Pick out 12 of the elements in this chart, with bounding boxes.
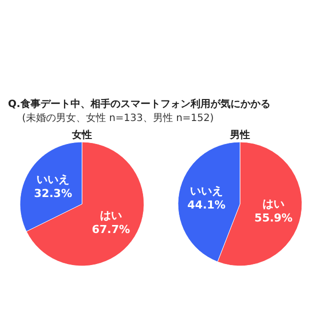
- text: 男性: [229, 129, 250, 141]
- slice-label: いいえ: [36, 173, 70, 186]
- slice-label: はい: [100, 209, 122, 222]
- slice-label: はい: [262, 197, 285, 210]
- slice-label: いいえ: [190, 184, 223, 198]
- chart-title: Q.食事デート中、相手のスマートフォン利用が気にかかる: [8, 98, 270, 110]
- data-label: 32.3%: [34, 187, 72, 200]
- data-label: 67.7%: [92, 223, 130, 236]
- chart-subtitle: (未婚の男女、女性 n=133、男性 n=152): [22, 112, 214, 124]
- data-label: 55.9%: [254, 211, 293, 224]
- data-label: 44.1%: [187, 198, 226, 212]
- text: 女性: [71, 129, 92, 141]
